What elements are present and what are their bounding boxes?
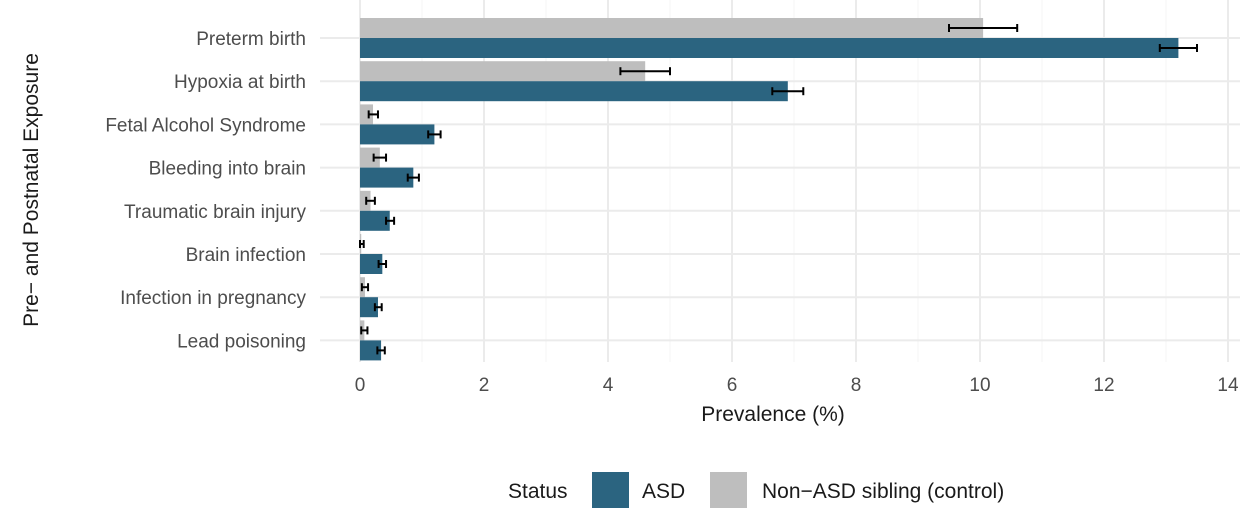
x-tick-label: 2 [479,375,490,396]
error-bar-control [360,326,369,335]
bar-asd [360,297,378,318]
x-tick-label: 0 [355,375,366,396]
y-tick-labels: Preterm birth Hypoxia at birth Fetal Alcoh… [105,29,306,352]
legend: Status ASD Non−ASD sibling (control) [508,472,1004,508]
error-bar-control [360,283,370,292]
error-bar-control [948,24,1019,32]
error-bar-asd [406,173,420,182]
x-tick-label: 6 [727,375,738,396]
error-bar-asd [427,130,442,139]
error-bar-asd [373,303,383,312]
y-axis-title: Pre− and Postnatal Exposure [20,53,43,327]
x-tick-labels: 0 2 4 6 8 10 12 14 [355,375,1239,396]
y-tick-label: Infection in pregnancy [120,288,306,309]
x-axis-title: Prevalence (%) [701,403,845,426]
error-bar-control [619,67,671,76]
bar-asd [360,124,435,145]
error-bar-control [359,240,365,248]
legend-label-asd: ASD [642,480,685,503]
y-tick-label: Bleeding into brain [149,159,306,180]
error-bars [359,24,1198,355]
error-bar-control [372,153,388,162]
error-bar-asd [376,346,386,355]
y-tick-label: Brain infection [186,245,306,266]
x-tick-label: 4 [603,375,614,396]
bar-asd [360,340,382,361]
legend-label-control: Non−ASD sibling (control) [762,480,1004,503]
bar-asd [360,81,788,102]
bar-asd [360,254,383,274]
error-bar-asd [1158,44,1198,52]
y-tick-label: Hypoxia at birth [174,72,306,93]
bar-asd [360,38,1179,58]
bar-control [360,147,380,168]
bar-control [360,104,374,125]
y-tick-label: Fetal Alcohol Syndrome [105,115,306,136]
bar-asd [360,167,414,188]
legend-title: Status [508,480,568,503]
y-tick-label: Traumatic brain injury [124,202,306,223]
error-bar-control [365,196,376,205]
bar-asd [360,210,390,231]
bar-control [360,61,646,82]
x-tick-label: 8 [851,375,862,396]
error-bar-asd [377,260,388,268]
y-tick-label: Lead poisoning [177,331,306,352]
x-tick-label: 10 [969,375,990,396]
error-bar-control [367,110,379,119]
x-tick-label: 12 [1093,375,1114,396]
bars [360,18,1179,361]
error-bar-asd [771,87,805,96]
x-tick-label: 14 [1217,375,1239,396]
legend-swatch-asd [592,472,629,508]
legend-swatch-control [710,472,747,508]
error-bar-asd [385,216,396,225]
y-tick-label: Preterm birth [196,29,306,50]
bar-control [360,18,984,38]
